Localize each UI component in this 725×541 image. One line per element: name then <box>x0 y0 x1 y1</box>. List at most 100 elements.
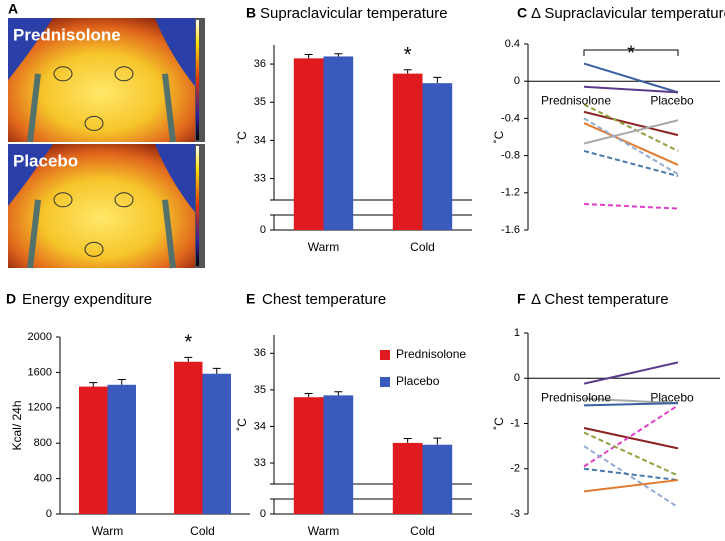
roi <box>114 192 134 208</box>
y-tick-label: 36 <box>254 347 266 359</box>
series-line <box>583 397 679 405</box>
roi <box>84 115 104 131</box>
significance-star: * <box>627 42 635 64</box>
panel-letter: D <box>6 291 16 307</box>
error-bar <box>117 378 126 385</box>
y-tick-label: 34 <box>254 134 266 146</box>
chart-title: Δ Supraclavicular temperature <box>531 5 725 22</box>
y-tick-label: 800 <box>34 437 52 449</box>
x-tick-label: Placebo <box>650 390 694 404</box>
bar <box>392 73 423 230</box>
error-bar <box>184 356 193 362</box>
bar <box>293 58 324 231</box>
strap <box>27 199 41 269</box>
panel-letter: F <box>517 291 526 307</box>
x-tick-label: Prednisolone <box>541 93 611 107</box>
y-tick-label: 1 <box>514 327 520 339</box>
y-axis-label: ˚C <box>235 131 249 144</box>
color-bar <box>196 20 199 140</box>
chart-title: Δ Chest temperature <box>531 291 669 308</box>
color-bar <box>196 146 199 266</box>
y-tick-label: -1.2 <box>501 187 520 199</box>
bar <box>422 83 453 230</box>
legend-swatch <box>380 350 390 360</box>
y-tick-label: 0 <box>260 224 266 236</box>
series-line <box>583 110 679 137</box>
strap <box>162 199 176 269</box>
panel-letter: A <box>8 1 18 17</box>
bar <box>323 56 354 230</box>
image-label: Prednisolone <box>13 25 121 44</box>
error-bar <box>212 367 221 374</box>
y-tick-label: 0 <box>514 372 520 384</box>
scale-panel <box>195 18 205 142</box>
y-tick-label: -0.4 <box>501 112 520 124</box>
legend-swatch <box>380 377 390 387</box>
roi <box>114 66 134 82</box>
y-tick-label: 2000 <box>28 331 52 343</box>
y-tick-label: 35 <box>254 384 266 396</box>
legend-label: Placebo <box>396 374 440 388</box>
y-tick-label: -3 <box>510 508 520 520</box>
panel-letter: C <box>517 5 527 21</box>
error-bar <box>304 393 313 398</box>
cold-region <box>155 18 195 87</box>
y-axis-label: ˚C <box>492 417 506 430</box>
y-tick-label: 1200 <box>28 402 52 414</box>
x-tick-label: Warm <box>92 524 124 538</box>
y-axis-label: ˚C <box>492 130 506 143</box>
series-line <box>583 427 679 450</box>
error-bar <box>433 76 442 84</box>
series-line <box>583 85 679 94</box>
error-bar <box>304 54 313 59</box>
y-tick-label: 1600 <box>28 366 52 378</box>
series-line <box>583 149 679 178</box>
bar <box>202 373 231 514</box>
x-tick-label: Warm <box>308 524 340 538</box>
error-bar <box>334 53 343 57</box>
bar <box>293 397 324 514</box>
error-bar <box>89 382 98 387</box>
series-line <box>583 122 679 166</box>
x-tick-label: Prednisolone <box>541 390 611 404</box>
y-tick-label: 34 <box>254 420 266 432</box>
chart-title: Chest temperature <box>262 291 386 308</box>
y-tick-label: -1 <box>510 417 520 429</box>
bar <box>323 395 354 514</box>
series-line <box>583 202 679 210</box>
bar <box>174 361 203 514</box>
y-tick-label: -1.6 <box>501 224 520 236</box>
chart-title: Supraclavicular temperature <box>260 5 448 22</box>
series-line <box>583 445 679 509</box>
panel-letter: B <box>246 5 256 21</box>
series-line <box>583 119 679 145</box>
y-tick-label: 0 <box>514 75 520 87</box>
strap <box>27 73 41 143</box>
bar <box>79 386 108 514</box>
y-tick-label: -2 <box>510 463 520 475</box>
y-tick-label: 0 <box>46 508 52 520</box>
y-tick-label: 400 <box>34 473 52 485</box>
bar <box>392 442 423 514</box>
y-axis-label: ˚C <box>235 418 249 431</box>
strap <box>162 73 176 143</box>
cold-region <box>8 144 53 206</box>
image-label: Placebo <box>13 151 78 170</box>
y-tick-label: 36 <box>254 58 266 70</box>
chart-title: Energy expenditure <box>22 291 152 308</box>
y-tick-label: -0.8 <box>501 150 520 162</box>
roi <box>53 192 73 208</box>
y-tick-label: 0.4 <box>505 38 520 50</box>
bar <box>107 384 136 514</box>
roi <box>84 241 104 257</box>
y-tick-label: 33 <box>254 172 266 184</box>
cold-region <box>8 18 53 80</box>
panel-letter: E <box>246 291 255 307</box>
x-tick-label: Cold <box>410 524 435 538</box>
x-tick-label: Cold <box>190 524 215 538</box>
error-bar <box>403 438 412 443</box>
series-line <box>583 479 679 493</box>
bar <box>422 444 453 514</box>
error-bar <box>433 437 442 445</box>
